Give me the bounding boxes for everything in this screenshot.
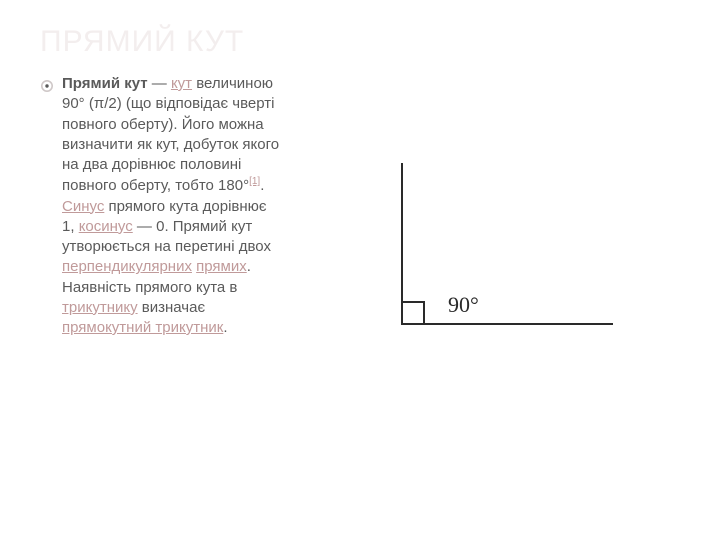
text-run: . [260, 177, 264, 194]
bullet-icon [40, 79, 54, 98]
figure-column: 90° [304, 74, 680, 434]
hyperlink[interactable]: прямих [196, 258, 247, 275]
hyperlink[interactable]: [1] [249, 176, 260, 187]
hyperlink[interactable]: трикутнику [62, 299, 138, 316]
text-column: Прямий кут — кут величиною 90° (π/2) (що… [40, 74, 280, 338]
right-angle-figure: 90° [362, 154, 622, 354]
hyperlink[interactable]: Синус [62, 198, 104, 215]
right-angle-svg [362, 154, 622, 354]
hyperlink[interactable]: перпендикулярних [62, 258, 192, 275]
title-area: ПРЯМИЙ КУТ [0, 0, 720, 64]
text-run: величиною 90° (π/2) (що відповідає чверт… [62, 75, 279, 194]
angle-label: 90° [448, 292, 479, 318]
slide-title: ПРЯМИЙ КУТ [40, 24, 680, 60]
paragraph-text: Прямий кут — кут величиною 90° (π/2) (що… [62, 74, 280, 338]
text-run: — [148, 75, 171, 92]
text-run: Прямий кут [62, 75, 148, 92]
hyperlink[interactable]: косинус [79, 218, 133, 235]
text-run: . [223, 319, 227, 336]
body-area: Прямий кут — кут величиною 90° (π/2) (що… [0, 64, 720, 454]
hyperlink[interactable]: прямокутний трикутник [62, 319, 223, 336]
text-run: визначає [138, 299, 206, 316]
hyperlink[interactable]: кут [171, 75, 192, 92]
bullet-item: Прямий кут — кут величиною 90° (π/2) (що… [40, 74, 280, 338]
slide: ПРЯМИЙ КУТ Прямий кут — кут величиною 90… [0, 0, 720, 540]
